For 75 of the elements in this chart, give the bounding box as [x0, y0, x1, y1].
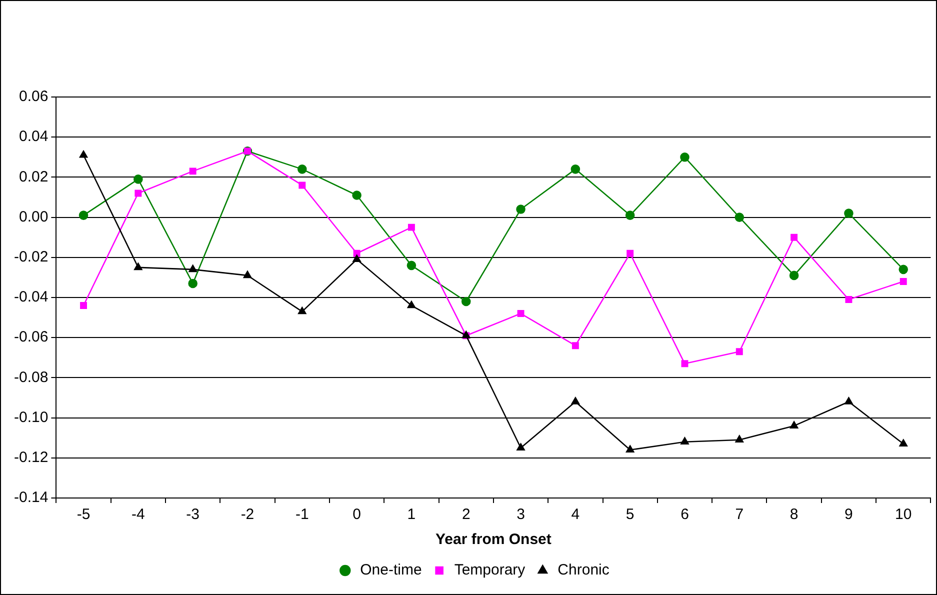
point — [844, 397, 853, 404]
point — [680, 437, 689, 445]
x-tick-label: 3 — [516, 506, 525, 524]
point — [298, 182, 306, 189]
legend-label: Temporary — [454, 562, 526, 579]
point — [352, 190, 362, 200]
y-tick-label: -0.02 — [14, 248, 48, 266]
x-tick-label: -5 — [76, 506, 90, 524]
x-tick-label: 5 — [626, 506, 634, 524]
point — [188, 278, 198, 288]
x-tick-label: 1 — [407, 506, 416, 524]
x-tick-label: 8 — [790, 506, 798, 524]
point — [734, 212, 744, 222]
point — [790, 421, 798, 428]
x-tick-label: 10 — [895, 506, 912, 524]
point — [680, 152, 690, 162]
legend-label: One-time — [360, 562, 422, 579]
point — [189, 168, 196, 175]
point — [243, 270, 252, 278]
y-tick-label: 0.04 — [18, 128, 48, 146]
point — [736, 348, 743, 356]
point — [626, 445, 634, 453]
point — [134, 262, 142, 270]
point — [406, 260, 416, 270]
y-tick-label: -0.04 — [14, 288, 48, 306]
point — [134, 190, 142, 197]
x-tick-label: 7 — [735, 506, 744, 524]
point — [790, 234, 798, 241]
point — [626, 250, 634, 257]
point — [134, 174, 143, 184]
point — [516, 204, 526, 214]
point — [78, 210, 88, 220]
y-tick-label: -0.08 — [14, 368, 48, 386]
x-tick-label: -1 — [295, 506, 309, 524]
y-tick-label: -0.14 — [14, 489, 48, 506]
y-tick-label: -0.12 — [14, 449, 48, 466]
point — [735, 435, 744, 443]
point — [407, 300, 416, 308]
point — [844, 208, 854, 218]
x-axis-title: Year from Onset — [436, 531, 552, 548]
point — [79, 150, 88, 158]
point — [461, 296, 471, 306]
y-tick-label: 0.06 — [18, 88, 48, 106]
x-tick-label: 6 — [680, 506, 689, 524]
x-tick-label: -2 — [240, 506, 254, 524]
point — [899, 439, 908, 447]
point — [845, 296, 852, 303]
point — [900, 278, 907, 285]
point — [188, 264, 197, 272]
x-tick-label: 0 — [352, 506, 361, 524]
point — [898, 264, 908, 274]
x-tick-label: 4 — [571, 506, 580, 524]
x-tick-label: -4 — [132, 506, 145, 524]
point — [516, 443, 525, 451]
point — [408, 224, 415, 231]
legend-label: Chronic — [558, 562, 610, 579]
x-tick-label: -3 — [186, 506, 200, 524]
point — [80, 302, 87, 309]
y-tick-label: 0.00 — [18, 208, 48, 226]
point — [572, 342, 579, 350]
x-tick-label: 9 — [844, 506, 853, 524]
y-tick-label: 0.02 — [18, 168, 48, 186]
point — [625, 210, 635, 220]
point — [681, 360, 688, 368]
point — [571, 397, 580, 404]
point — [789, 270, 799, 280]
point — [297, 164, 307, 174]
point — [570, 164, 580, 174]
y-tick-label: -0.06 — [14, 328, 48, 346]
point — [517, 310, 524, 318]
point — [353, 250, 360, 257]
point — [298, 306, 306, 314]
x-tick-label: 2 — [462, 506, 470, 524]
point — [352, 254, 361, 262]
y-tick-label: -0.10 — [14, 408, 48, 426]
